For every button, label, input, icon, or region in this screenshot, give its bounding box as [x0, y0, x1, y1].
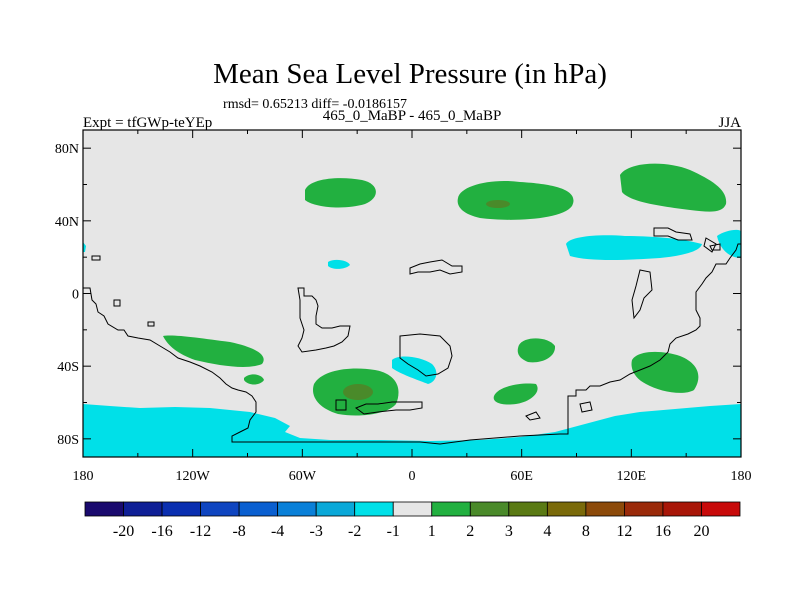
colorbar-label: 1	[428, 523, 436, 540]
colorbar-swatch	[431, 501, 471, 517]
x-tick-label: 180	[731, 469, 752, 484]
x-tick-label: 120W	[176, 469, 211, 484]
x-tick-label: 60W	[289, 469, 317, 484]
colorbar-label: -20	[113, 523, 134, 540]
y-tick-label: 80S	[57, 433, 79, 448]
anomaly-region-se-pacific-positive	[163, 335, 264, 367]
season-label: JJA	[718, 115, 741, 131]
colorbar-swatch	[508, 501, 548, 517]
y-tick-label: 40S	[57, 360, 79, 375]
colorbar-label: 16	[655, 523, 671, 540]
colorbar-swatch	[84, 501, 124, 517]
x-tick-label: 120E	[617, 469, 647, 484]
anomaly-region-atlantic-cyan	[328, 259, 350, 269]
anomaly-region-eurasia-positive	[457, 180, 574, 220]
colorbar-swatch	[161, 501, 201, 517]
anomaly-region-na-positive	[305, 178, 376, 208]
colorbar-label: 8	[582, 523, 590, 540]
colorbar: -20 -16 -12 -8 -4 -3 -2 -1 1 2 3 4 8 12 16 20	[84, 501, 741, 540]
colorbar-swatch	[662, 501, 702, 517]
anomaly-region-pacific-positive	[620, 163, 727, 212]
anomaly-region-australia-positive	[631, 351, 699, 393]
anomaly-region-small-positive	[244, 374, 264, 385]
colorbar-label: -3	[310, 523, 323, 540]
y-tick-label: 0	[72, 288, 79, 303]
map-panel	[82, 129, 742, 458]
colorbar-swatch	[624, 501, 664, 517]
colorbar-swatch	[238, 501, 279, 517]
y-tick-label: 80N	[55, 142, 79, 157]
colorbar-swatch	[354, 501, 394, 517]
colorbar-label: -4	[271, 523, 284, 540]
anomaly-region-eurasia-core	[486, 200, 510, 208]
colorbar-swatch	[200, 501, 240, 517]
colorbar-label: -8	[232, 523, 245, 540]
anomaly-region-left-edge-cyan	[83, 242, 86, 252]
y-tick-label: 40N	[55, 215, 79, 230]
colorbar-label: 3	[505, 523, 513, 540]
colorbar-swatch	[277, 501, 317, 517]
center-label: 465_0_MaBP - 465_0_MaBP	[323, 108, 502, 124]
x-tick-label: 180	[73, 469, 94, 484]
colorbar-label: 4	[543, 523, 551, 540]
stats-line: rmsd= 0.65213 diff= -0.0186157	[223, 97, 407, 112]
colorbar-label: -12	[190, 523, 211, 540]
experiment-label: Expt = tfGWp-teYEp	[83, 115, 212, 131]
colorbar-label: 2	[466, 523, 474, 540]
colorbar-label: -1	[387, 523, 400, 540]
anomaly-region-pacific-negative	[566, 235, 702, 260]
colorbar-label: 20	[693, 523, 709, 540]
map-axes: 180 120W 60W 0 60E 120E 180 80N 40N 0 40S 80S	[55, 130, 752, 484]
anomaly-region-indian-south-positive	[493, 383, 538, 405]
x-tick-label: 60E	[510, 469, 533, 484]
coastlines	[83, 227, 741, 445]
chart-title: Mean Sea Level Pressure (in hPa)	[213, 58, 607, 90]
colorbar-swatch	[315, 501, 356, 517]
colorbar-swatch	[123, 501, 163, 517]
colorbar-swatch	[392, 501, 433, 517]
x-tick-label: 0	[409, 469, 416, 484]
colorbar-label: 12	[616, 523, 632, 540]
colorbar-swatch	[701, 501, 741, 517]
colorbar-swatch	[546, 501, 587, 517]
colorbar-label: -16	[151, 523, 172, 540]
colorbar-swatch	[585, 501, 625, 517]
anomaly-region-indian-positive	[517, 338, 556, 363]
colorbar-label: -2	[348, 523, 361, 540]
anomaly-region-south-atlantic-core	[343, 384, 373, 400]
colorbar-swatch	[469, 501, 510, 517]
anomaly-region-south-africa-negative	[392, 356, 437, 384]
